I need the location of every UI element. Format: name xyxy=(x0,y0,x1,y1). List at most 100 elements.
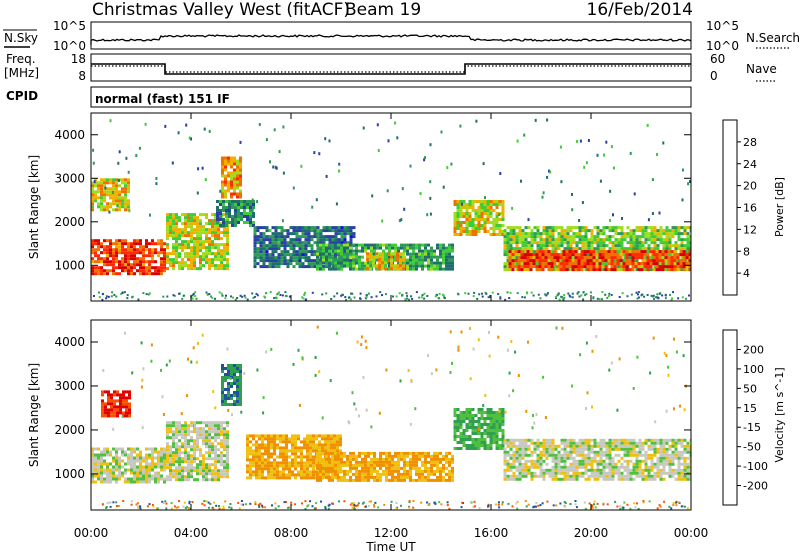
power-cell xyxy=(506,241,510,245)
power-cell xyxy=(364,261,367,265)
power-cell xyxy=(103,269,106,273)
power-sparse-cell xyxy=(527,218,530,222)
power-cell xyxy=(532,265,536,269)
velocity-cell xyxy=(361,460,364,464)
power-cell xyxy=(115,181,118,185)
power-cell xyxy=(172,234,175,238)
power-cell xyxy=(659,262,663,266)
velocity-cell xyxy=(220,472,223,476)
power-noise-cell xyxy=(481,292,483,295)
velocity-cell xyxy=(94,453,97,457)
power-cell xyxy=(596,238,600,242)
power-cell xyxy=(205,222,208,226)
velocity-cell xyxy=(166,475,169,479)
velocity-cell xyxy=(424,475,427,479)
power-cell xyxy=(538,265,542,269)
velocity-cell xyxy=(424,466,427,470)
power-cell xyxy=(541,268,545,272)
power-cell xyxy=(610,253,614,257)
power-cell xyxy=(492,203,496,206)
power-cell xyxy=(130,254,133,258)
velocity-cell xyxy=(403,472,406,476)
velocity-region xyxy=(101,390,131,418)
power-sparse-cell xyxy=(689,180,691,183)
velocity-cell xyxy=(226,463,229,467)
power-noise-cell xyxy=(359,297,361,300)
velocity-cell xyxy=(294,434,297,438)
power-cell xyxy=(578,229,582,233)
power-cell xyxy=(646,268,650,272)
power-cell xyxy=(541,253,545,257)
velocity-cell xyxy=(208,445,211,449)
velocity-cell xyxy=(148,447,151,451)
velocity-cell xyxy=(172,475,175,479)
power-cell xyxy=(187,246,190,250)
power-cell xyxy=(265,247,269,251)
power-cell xyxy=(592,250,596,254)
velocity-cell xyxy=(230,364,233,367)
power-cell xyxy=(503,265,507,269)
power-cell xyxy=(343,252,346,256)
power-cell xyxy=(358,264,361,268)
power-cell xyxy=(638,244,642,248)
power-cell xyxy=(214,228,217,232)
velocity-cell xyxy=(217,421,220,425)
power-cell xyxy=(224,183,227,187)
velocity-cell xyxy=(205,472,208,476)
velocity-cell xyxy=(202,460,205,464)
power-cell xyxy=(400,243,403,247)
velocity-cell xyxy=(178,463,181,467)
power-cell xyxy=(230,171,233,175)
power-cell xyxy=(509,238,513,242)
power-cell xyxy=(151,239,154,243)
power-sparse-cell xyxy=(376,123,379,127)
velocity-cell xyxy=(306,434,309,438)
velocity-cell xyxy=(355,472,358,476)
power-cell xyxy=(391,243,394,247)
power-cell xyxy=(337,261,340,265)
velocity-cell xyxy=(224,388,227,391)
power-cell xyxy=(462,230,466,233)
velocity-cell xyxy=(193,421,196,425)
velocity-cell xyxy=(409,457,412,461)
power-cell xyxy=(634,256,638,260)
velocity-cell xyxy=(430,463,433,467)
velocity-cell xyxy=(264,446,267,450)
velocity-cell xyxy=(193,439,196,443)
velocity-cell xyxy=(418,478,421,482)
velocity-cell xyxy=(227,397,230,400)
velocity-cell xyxy=(151,474,154,478)
velocity-cell xyxy=(424,463,427,467)
power-cell xyxy=(181,261,184,265)
velocity-cell xyxy=(279,449,282,453)
velocity-cell xyxy=(364,475,367,479)
power-cell xyxy=(337,241,341,245)
velocity-cell xyxy=(199,469,202,473)
power-cell xyxy=(547,262,551,266)
power-cell xyxy=(650,241,654,245)
power-cell xyxy=(100,260,103,264)
velocity-cell xyxy=(187,427,190,431)
power-cell xyxy=(286,253,290,257)
velocity-cell xyxy=(373,466,376,470)
power-cell xyxy=(211,252,214,256)
power-cell xyxy=(151,266,154,270)
velocity-cell xyxy=(113,390,116,394)
power-cell xyxy=(259,232,263,236)
power-cell xyxy=(103,205,106,209)
power-cell xyxy=(679,253,683,257)
power-noise-cell xyxy=(182,294,185,297)
power-cell xyxy=(569,226,573,230)
power-cell xyxy=(592,262,596,266)
velocity-cell xyxy=(249,473,252,477)
power-noise-cell xyxy=(567,292,570,295)
velocity-cell xyxy=(367,454,370,458)
velocity-cell xyxy=(236,367,239,370)
power-cell xyxy=(448,264,451,268)
power-cell xyxy=(448,249,451,253)
power-cell xyxy=(662,247,666,251)
velocity-cell xyxy=(190,439,193,443)
power-cell xyxy=(571,265,575,269)
velocity-cell xyxy=(125,396,128,400)
velocity-cell xyxy=(112,468,115,472)
